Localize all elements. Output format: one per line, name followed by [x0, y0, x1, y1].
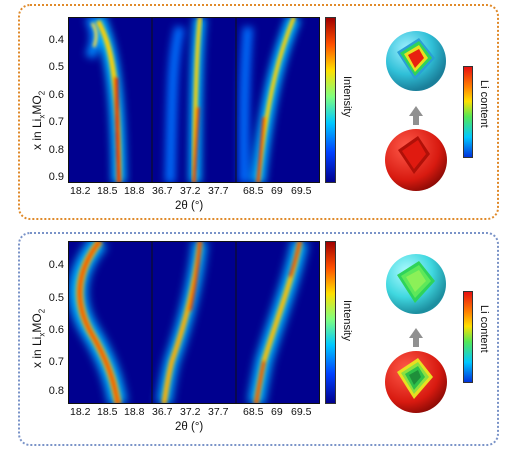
bottom-sphere-pristine [385, 351, 447, 413]
bottom-heatmap [68, 241, 320, 404]
top-arrow-icon [409, 106, 423, 116]
bottom-xtick: 18.5 [97, 406, 118, 418]
bottom-li-colorbar [463, 291, 473, 383]
top-ytick: 0.8 [48, 144, 64, 156]
top-ytick: 0.4 [48, 34, 64, 46]
top-x-axis-label: 2θ (°) [175, 200, 204, 212]
bottom-xtick: 68.5 [243, 406, 264, 418]
bottom-panel-frame [18, 232, 499, 446]
bottom-xtick: 36.7 [152, 406, 173, 418]
top-xtick: 18.8 [124, 185, 145, 197]
top-panel-frame [18, 4, 499, 220]
top-ytick: 0.5 [48, 61, 64, 73]
top-arrow-shaft [413, 115, 419, 125]
top-ytick: 0.9 [48, 171, 64, 183]
bottom-arrow-icon [409, 328, 423, 338]
top-xtick: 18.2 [70, 185, 91, 197]
top-xtick: 18.5 [97, 185, 118, 197]
bottom-xtick: 69 [271, 406, 283, 418]
bottom-intensity-colorbar [325, 241, 336, 404]
bottom-xtick: 69.5 [291, 406, 312, 418]
bottom-x-axis-label: 2θ (°) [175, 421, 204, 433]
top-intensity-colorbar [325, 17, 336, 183]
top-sphere-charged [386, 31, 446, 91]
bottom-xtick: 37.2 [180, 406, 201, 418]
top-heatmap [68, 17, 320, 183]
top-xtick: 36.7 [152, 185, 173, 197]
bottom-xtick: 37.7 [208, 406, 229, 418]
bottom-arrow-shaft [413, 337, 419, 347]
top-ytick: 0.6 [48, 89, 64, 101]
top-xtick: 69.5 [291, 185, 312, 197]
bottom-ytick: 0.7 [48, 356, 64, 368]
top-li-content-label: Li content [478, 80, 490, 128]
bottom-ytick: 0.8 [48, 385, 64, 397]
bottom-sphere-charged [386, 254, 446, 314]
top-ytick: 0.7 [48, 116, 64, 128]
bottom-li-content-label: Li content [478, 305, 490, 353]
bottom-intensity-label: Intensity [341, 300, 353, 341]
top-xtick: 69 [271, 185, 283, 197]
top-xtick: 37.7 [208, 185, 229, 197]
top-sphere-pristine [385, 129, 447, 191]
top-xtick: 68.5 [243, 185, 264, 197]
bottom-ytick: 0.6 [48, 324, 64, 336]
bottom-xtick: 18.8 [124, 406, 145, 418]
bottom-ytick: 0.5 [48, 292, 64, 304]
top-li-colorbar [463, 66, 473, 158]
bottom-ytick: 0.4 [48, 259, 64, 271]
top-xtick: 37.2 [180, 185, 201, 197]
bottom-xtick: 18.2 [70, 406, 91, 418]
top-intensity-label: Intensity [341, 76, 353, 117]
